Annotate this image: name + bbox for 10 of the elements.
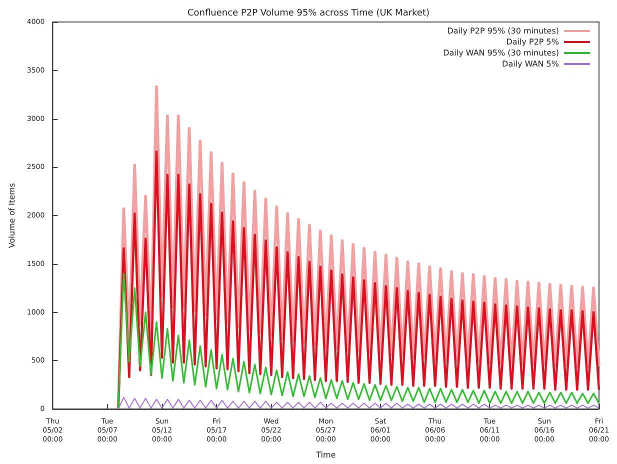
legend-label: Daily P2P 95% (30 minutes) xyxy=(447,26,559,36)
line-series xyxy=(118,396,600,410)
line-series xyxy=(117,272,600,410)
legend-label: Daily WAN 95% (30 minutes) xyxy=(443,48,559,58)
y-axis-title: Volume of Items xyxy=(8,183,16,248)
legend-label: Daily WAN 5% xyxy=(502,60,560,68)
x-axis-title: Time xyxy=(315,450,336,460)
line-series xyxy=(117,150,600,410)
legend-label: Daily P2P 5% xyxy=(506,38,560,46)
chart-title: Confluence P2P Volume 95% across Time (UK Market) xyxy=(187,8,430,18)
